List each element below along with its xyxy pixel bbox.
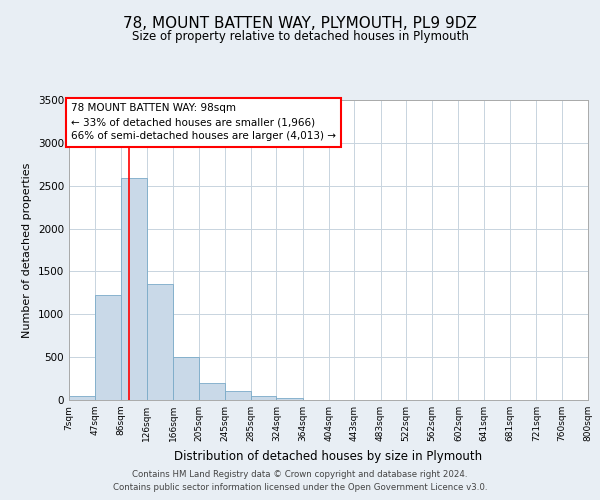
Text: 78, MOUNT BATTEN WAY, PLYMOUTH, PL9 9DZ: 78, MOUNT BATTEN WAY, PLYMOUTH, PL9 9DZ [123, 16, 477, 31]
Bar [251, 396, 277, 400]
Bar [69, 396, 95, 400]
Text: 78 MOUNT BATTEN WAY: 98sqm
← 33% of detached houses are smaller (1,966)
66% of s: 78 MOUNT BATTEN WAY: 98sqm ← 33% of deta… [71, 104, 336, 142]
Bar [147, 284, 173, 400]
Text: Contains public sector information licensed under the Open Government Licence v3: Contains public sector information licen… [113, 484, 487, 492]
Bar [277, 398, 302, 400]
Bar [225, 390, 251, 400]
Bar [121, 178, 147, 400]
Bar [199, 383, 225, 400]
Text: Contains HM Land Registry data © Crown copyright and database right 2024.: Contains HM Land Registry data © Crown c… [132, 470, 468, 479]
Text: Size of property relative to detached houses in Plymouth: Size of property relative to detached ho… [131, 30, 469, 43]
Y-axis label: Number of detached properties: Number of detached properties [22, 162, 32, 338]
X-axis label: Distribution of detached houses by size in Plymouth: Distribution of detached houses by size … [175, 450, 482, 462]
Bar [95, 294, 121, 400]
Bar [173, 357, 199, 400]
